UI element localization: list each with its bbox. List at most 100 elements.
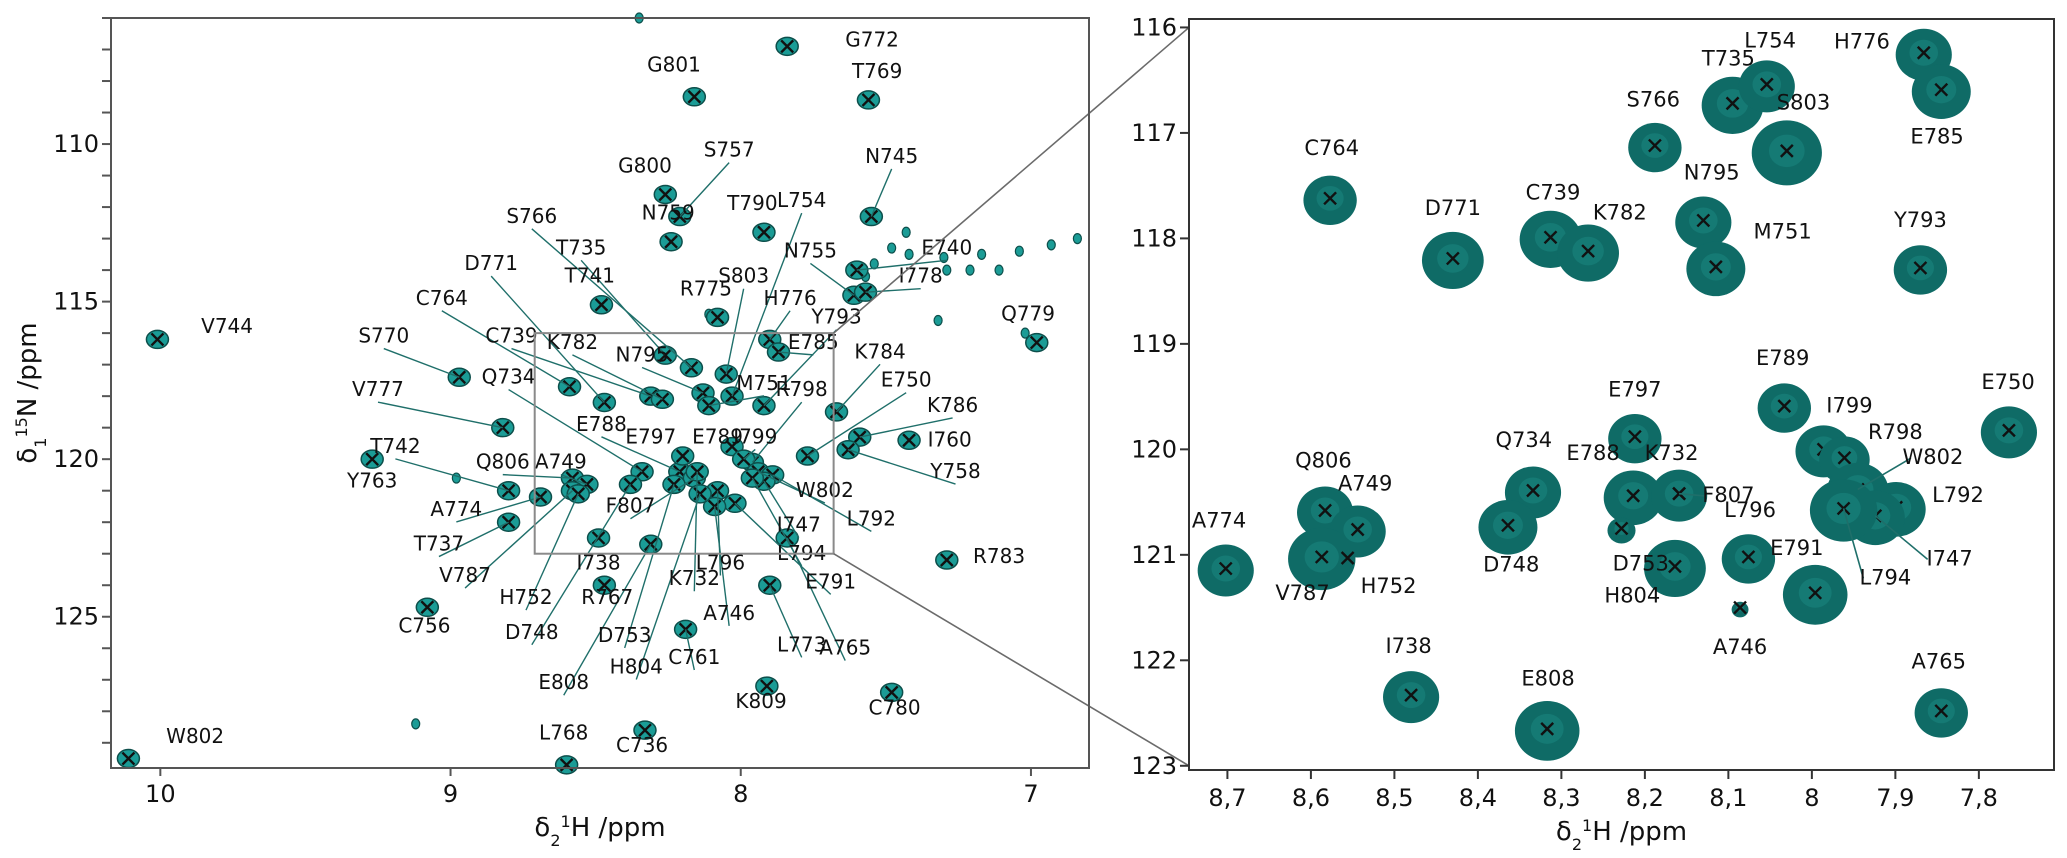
leader-line [684,629,696,671]
peak-cross-marker [1934,82,1949,97]
peak-label: A765 [1912,650,1966,674]
leader-line [836,363,881,413]
peak-cross-marker [902,433,916,448]
peak-y763 [360,449,384,469]
peak-label: R767 [581,585,633,609]
peak-label: D771 [1425,196,1481,220]
peak-label: L792 [847,506,896,530]
peak-label: A749 [1338,471,1392,495]
peak-t790 [752,222,776,243]
peak-label: H776 [1834,30,1890,54]
leader-line [847,449,956,485]
peak-q779 [1025,332,1049,353]
x-tick-label: 8 [733,780,748,808]
peak-cross-marker [745,471,760,485]
peak-r783 [935,550,959,570]
peak-label: I747 [1926,546,1972,570]
peak-label: M751 [1754,219,1812,243]
peak-label: W802 [166,724,224,748]
y-tick-label: 119 [1131,330,1177,358]
peak-cross-marker [1581,244,1595,258]
peak-cross-marker [655,392,670,407]
peak-label: I738 [1385,634,1431,658]
unassigned-peak [887,242,897,254]
leader-line [630,477,695,520]
leader-line [772,474,872,532]
peak-label: K732 [1645,441,1699,465]
peak-label: S803 [1777,91,1830,115]
leader-line [438,521,509,558]
x-tick-label: 8 [1804,784,1819,812]
leader-line [679,162,730,218]
leader-line [623,484,675,649]
peak-r775 [705,307,730,328]
peak-label: F807 [606,494,656,518]
peak-label: L754 [777,188,826,212]
peak-c736 [633,720,657,740]
peak-label: I778 [899,264,943,288]
peak-label: R798 [1868,420,1923,444]
leader-line [870,168,893,217]
x-tick-label: 8,4 [1459,784,1497,812]
unassigned-peak [994,264,1004,276]
peak-cross-marker [1837,450,1852,465]
peak-cross-marker [1445,251,1460,266]
peak-cross-marker [1913,261,1928,275]
leader-line [856,259,947,271]
peak-label: W802 [796,478,854,502]
leader-line [1679,492,1707,497]
peak-label: E797 [1608,378,1661,402]
peak-cross-marker [501,515,516,530]
peak-label: G772 [845,27,899,51]
peak-cross-marker [658,187,673,202]
x-tick-label: 8,6 [1292,784,1330,812]
leader-line [865,288,921,293]
peak-label: T741 [564,264,615,288]
peak-label: C739 [1526,180,1581,204]
peak-cross-marker [571,486,586,501]
x-tick-label: 8,1 [1709,784,1747,812]
leader-line [572,354,663,400]
leader-line [456,496,541,523]
peak-label: C739 [485,324,537,348]
leader-line [807,392,907,457]
leader-line [743,448,756,460]
peak-cross-marker [884,685,899,700]
peak-cross-marker [121,751,136,766]
x-tick-label: 10 [145,780,176,808]
peak-cross-marker [1759,77,1774,92]
leader-line [601,436,681,473]
peak-label: I799 [1826,393,1872,417]
peak-cross-marker [1318,503,1332,518]
peak-label: S766 [506,204,557,228]
zoom-peak-e750 [1980,406,2037,459]
leader-line [464,490,573,589]
peak-label: E808 [538,670,589,694]
zoom-peak-a746 [1731,600,1749,618]
peak-label: D753 [598,623,652,647]
peak-label: H804 [1604,583,1660,607]
zoomed-spectrum-x-axis: 8,7 8,6 8,5 8,4 8,3 8,2 8,1 8 7,9 7,8 [1208,770,1998,812]
zoom-peak-l754 [1738,60,1795,113]
peak-label: N795 [616,342,669,366]
full-spectrum-frame [110,17,1090,769]
leader-line [693,471,698,592]
unassigned-peak [901,226,911,238]
leader-line [713,506,730,626]
peak-label: V787 [1275,581,1329,605]
peak-cross-marker [1350,522,1365,537]
zoom-peak-h752 [1340,551,1355,565]
peak-label: D748 [1483,553,1539,577]
zoom-peak-m751 [1686,241,1746,297]
zoom-peak-n795 [1675,196,1732,249]
peak-cross-marker [1779,143,1794,158]
peak-label: A774 [430,497,482,521]
peak-label: H776 [763,286,816,310]
peak-label: T735 [555,235,606,259]
unassigned-peak [977,248,987,260]
unassigned-peak [933,314,943,327]
y-tick-label: 118 [1131,224,1177,252]
leader-line [531,484,632,646]
peak-label: Q806 [476,450,530,474]
peak-label: R775 [680,276,732,300]
